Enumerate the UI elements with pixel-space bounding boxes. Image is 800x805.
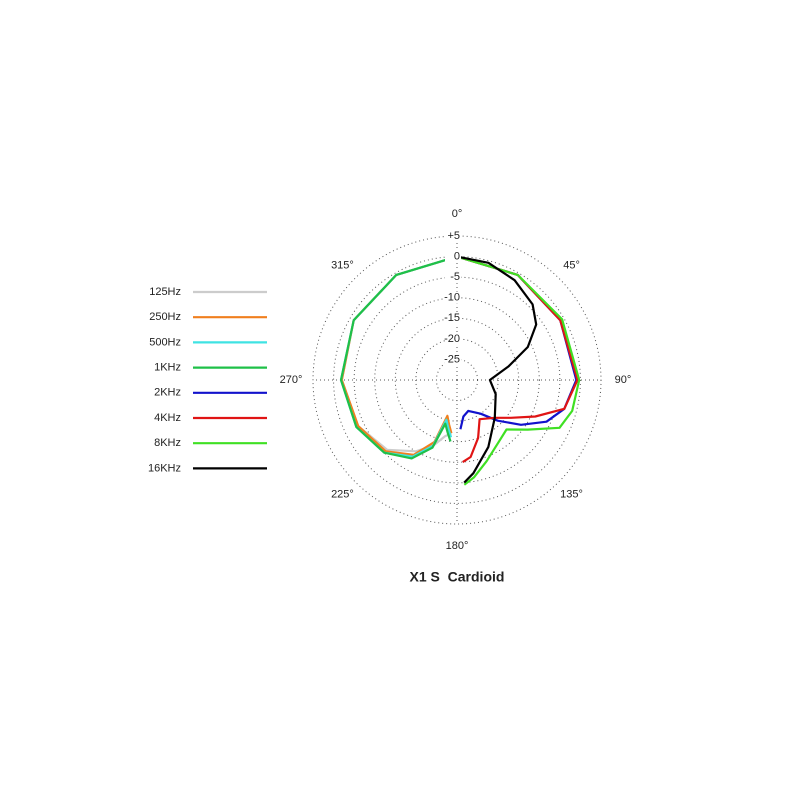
angle-tick-label: 135°: [560, 488, 583, 500]
ring-tick-label: -10: [444, 292, 460, 304]
ring-label-bg: [445, 312, 461, 325]
ring-tick-label: 0: [454, 250, 460, 262]
polar-line: [339, 255, 458, 460]
legend-label: 500Hz: [149, 336, 181, 348]
angle-tick-label: 270°: [280, 374, 303, 386]
ring-grid-line: [374, 297, 540, 463]
legend-label: 1KHz: [154, 362, 181, 374]
polar-line: [456, 255, 581, 486]
legend-label: 16KHz: [148, 462, 181, 474]
legend-label: 8KHz: [154, 437, 181, 449]
polar-line: [456, 255, 579, 464]
ring-grid-line: [415, 338, 499, 422]
ring-tick-label: -20: [444, 333, 460, 345]
polar-line: [456, 255, 538, 484]
ring-tick-label: -25: [444, 353, 460, 365]
legend-label: 250Hz: [149, 311, 181, 323]
angle-tick-label: 180°: [446, 540, 469, 552]
ring-label-bg: [445, 332, 461, 345]
ring-grid-line: [312, 235, 602, 525]
polar-line: [340, 255, 458, 453]
angle-tick-label: 225°: [331, 488, 354, 500]
legend-label: 125Hz: [149, 286, 181, 298]
ring-label-bg: [445, 230, 461, 242]
ring-grid-line: [333, 256, 581, 504]
ring-label-bg: [445, 291, 461, 304]
legend-label: 4KHz: [154, 412, 181, 424]
ring-tick-label: -15: [444, 312, 460, 324]
chart-title: X1 S Cardioid: [410, 569, 505, 585]
angle-tick-label: 315°: [331, 259, 354, 271]
ring-tick-label: -5: [450, 271, 460, 283]
angle-tick-label: 0°: [452, 208, 463, 220]
angle-tick-label: 45°: [563, 259, 580, 271]
polar-line: [340, 255, 458, 456]
ring-grid-line: [394, 317, 520, 443]
ring-label-bg: [445, 250, 461, 263]
ring-label-bg: [445, 353, 461, 366]
legend-label: 2KHz: [154, 387, 181, 399]
angle-tick-label: 90°: [615, 374, 632, 386]
ring-label-bg: [445, 271, 461, 284]
ring-tick-label: +5: [447, 230, 460, 242]
